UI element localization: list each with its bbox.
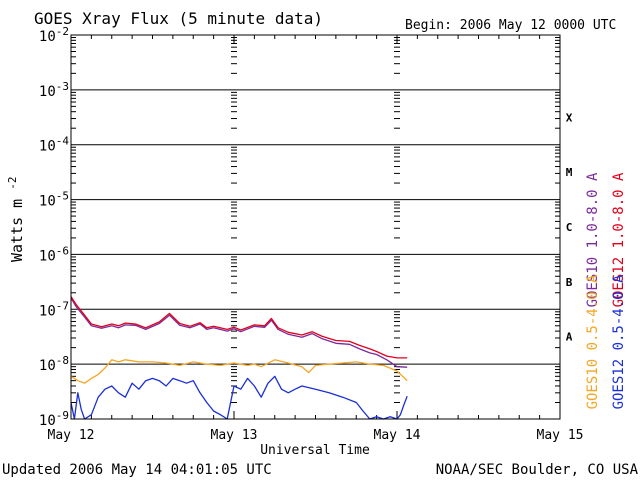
y-tick-base: 10	[39, 84, 56, 100]
y-tick-label-7: 10-2	[39, 25, 69, 45]
series-line-2	[70, 359, 408, 384]
y-tick-base: 10	[39, 139, 56, 155]
y-axis-label-text: Watts m	[8, 199, 26, 262]
updated-label: Updated 2006 May 14 04:01:05 UTC	[2, 462, 272, 478]
legend: GOES10 1.0-8.0 A GOES12 1.0-8.0 A GOES10 0…	[585, 172, 627, 409]
y-axis-label: Watts m -2	[6, 177, 26, 263]
flare-class-labels: A B C M X	[566, 111, 573, 343]
y-tick-exponent: -8	[56, 354, 69, 367]
flare-class-a: A	[566, 331, 573, 344]
chart-title: GOES Xray Flux (5 minute data)	[34, 9, 323, 28]
y-tick-label-4: 10-5	[39, 190, 69, 210]
y-tick-exponent: -6	[56, 244, 69, 257]
y-tick-base: 10	[39, 303, 56, 319]
y-tick-label-0: 10-9	[39, 409, 69, 429]
series-layer	[70, 296, 408, 420]
legend-entry-1: GOES12 1.0-8.0 A	[611, 172, 627, 307]
y-tick-base: 10	[39, 358, 56, 374]
x-tick-label-3: May 15	[537, 428, 584, 443]
y-tick-base: 10	[39, 29, 56, 45]
flare-class-c: C	[566, 221, 573, 234]
legend-entry-2: GOES10 0.5-4.0 A	[585, 274, 601, 409]
credit-label: NOAA/SEC Boulder, CO USA	[436, 462, 639, 478]
grid-layer	[71, 34, 560, 420]
y-tick-labels: 10-910-810-710-610-510-410-310-2	[39, 25, 69, 429]
y-tick-label-3: 10-6	[39, 244, 69, 264]
y-tick-exponent: -5	[56, 190, 69, 203]
y-tick-label-2: 10-7	[39, 299, 69, 319]
flare-class-b: B	[566, 276, 573, 289]
y-tick-exponent: -4	[56, 135, 70, 148]
y-tick-label-6: 10-3	[39, 80, 69, 100]
y-tick-label-5: 10-4	[39, 135, 69, 155]
legend-entry-3: GOES12 0.5-4.0 A	[611, 274, 627, 409]
x-tick-label-1: May 13	[211, 428, 258, 443]
flare-class-x: X	[566, 111, 573, 124]
x-tick-label-2: May 14	[374, 428, 421, 443]
y-tick-exponent: -9	[56, 409, 69, 422]
y-tick-exponent: -2	[56, 25, 69, 38]
legend-entry-0: GOES10 1.0-8.0 A	[585, 172, 601, 307]
x-tick-label-0: May 12	[48, 428, 95, 443]
begin-label: Begin: 2006 May 12 0000 UTC	[405, 18, 616, 33]
y-tick-base: 10	[39, 413, 56, 429]
x-axis-label: Universal Time	[260, 443, 370, 458]
flare-class-m: M	[566, 166, 573, 179]
plot-frame	[70, 34, 561, 420]
tick-layer	[70, 35, 561, 419]
y-axis-label-sup: -2	[6, 177, 19, 190]
y-tick-base: 10	[39, 248, 56, 264]
x-tick-labels: May 12 May 13 May 14 May 15	[48, 428, 584, 443]
y-tick-exponent: -7	[56, 299, 69, 312]
series-line-1	[70, 296, 408, 359]
y-tick-exponent: -3	[56, 80, 69, 93]
y-tick-base: 10	[39, 194, 56, 210]
series-line-3	[70, 375, 408, 420]
y-tick-label-1: 10-8	[39, 354, 69, 374]
series-line-0	[70, 297, 408, 368]
